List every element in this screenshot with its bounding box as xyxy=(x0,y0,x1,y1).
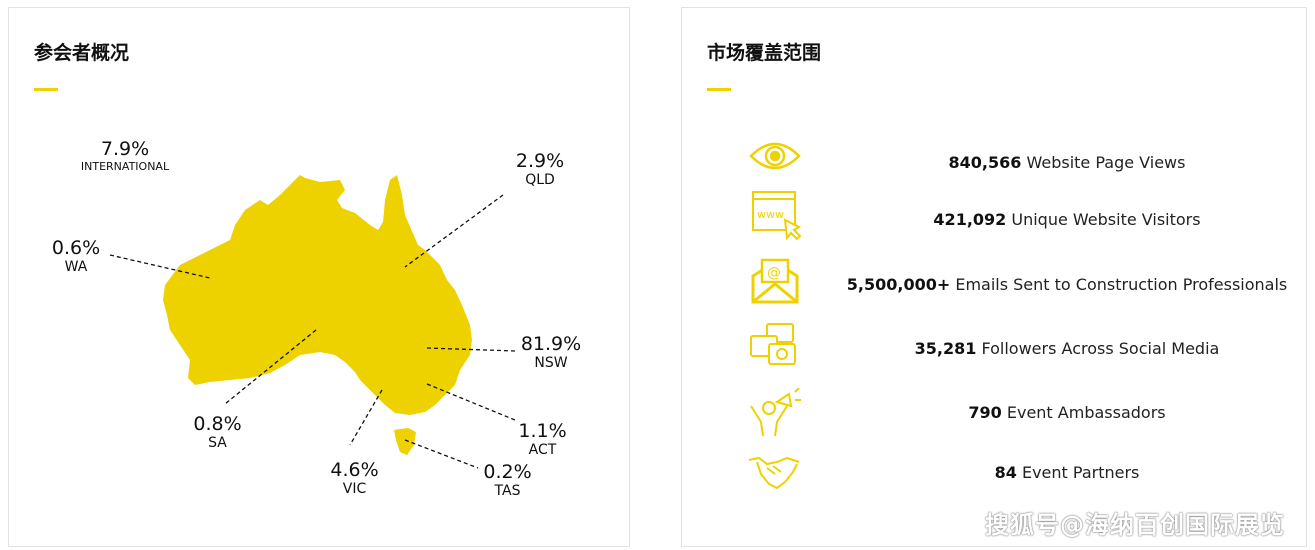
email-icon: @ xyxy=(751,258,799,304)
panel-title: 市场覆盖范围 xyxy=(707,42,822,64)
label-wa: 0.6% WA xyxy=(51,237,101,275)
label-act: 1.1% ACT xyxy=(518,420,567,458)
stat-row: @ 5,500,000+ Emails Sent to Construction… xyxy=(742,258,1302,308)
watermark: 搜狐号@海纳百创国际展览 xyxy=(985,511,1285,539)
stat-row: 840,566 Website Page Views xyxy=(742,138,1302,188)
website-cursor-icon: www xyxy=(752,191,802,241)
label-international: 7.9% INTERNATIONAL xyxy=(80,138,170,173)
handshake-icon xyxy=(748,456,800,490)
megaphone-person-icon xyxy=(750,388,801,436)
title-underline xyxy=(707,88,731,91)
tasmania xyxy=(394,428,416,455)
australia-map xyxy=(109,175,516,469)
stat-row: 84 Event Partners xyxy=(742,454,1302,504)
label-sa: 0.8% SA xyxy=(193,413,242,451)
label-qld: 2.9% QLD xyxy=(515,150,565,188)
australia-mainland xyxy=(163,175,472,415)
stat-row: www 421,092 Unique Website Visitors xyxy=(742,190,1302,241)
eye-icon xyxy=(749,142,801,170)
social-chat-icon xyxy=(750,323,796,365)
label-tas: 0.2% TAS xyxy=(483,461,532,499)
stat-row: 790 Event Ambassadors xyxy=(742,388,1302,438)
panel-title: 参会者概况 xyxy=(34,42,130,64)
market-reach-panel: 市场覆盖范围 840,566 Website Page Views www 42… xyxy=(681,7,1307,547)
leader-lines xyxy=(109,194,516,469)
stat-row: 35,281 Followers Across Social Media xyxy=(742,322,1302,372)
title-underline xyxy=(34,88,58,91)
label-vic: 4.6% VIC xyxy=(330,459,379,497)
svg-text:www: www xyxy=(757,208,784,221)
label-nsw: 81.9% NSW xyxy=(520,333,582,371)
svg-text:@: @ xyxy=(767,265,781,281)
